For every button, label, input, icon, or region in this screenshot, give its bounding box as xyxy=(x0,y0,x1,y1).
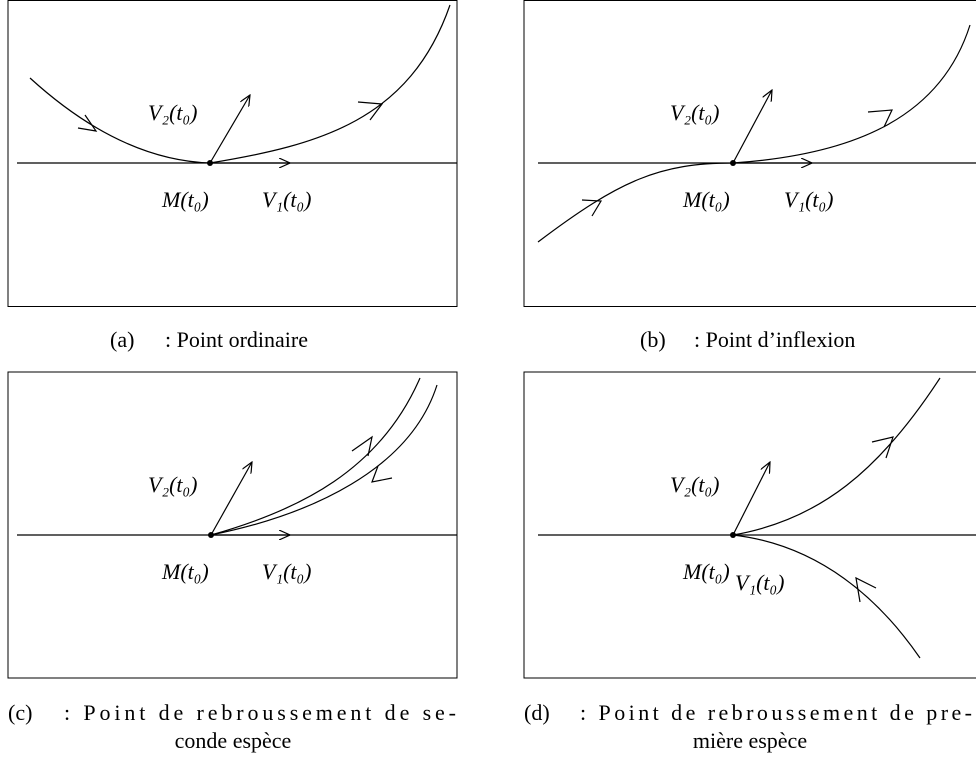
m-label: M(t₀) xyxy=(161,187,209,212)
caption: mière espèce xyxy=(693,728,807,753)
m-label: M(t₀) xyxy=(161,559,209,584)
panel-a: V₂(t₀) M(t₀) V₁(t₀) (a) : Point ordinair… xyxy=(7,0,458,352)
curve-arrow xyxy=(77,114,98,132)
point xyxy=(208,532,214,538)
panel-d: V₂(t₀) M(t₀) V₁(t₀) (d) : Point de rebro… xyxy=(523,371,976,753)
v2-label: V₂(t₀) xyxy=(148,472,198,497)
point xyxy=(207,160,213,166)
point xyxy=(730,532,736,538)
curve xyxy=(537,24,971,243)
m-label: M(t₀) xyxy=(682,559,730,584)
curve-branch xyxy=(210,377,421,536)
panel-c: V₂(t₀) M(t₀) V₁(t₀) (c) : Point de rebro… xyxy=(7,371,458,753)
v2-label: V₂(t₀) xyxy=(670,472,720,497)
curve xyxy=(29,4,451,164)
curve-branch xyxy=(210,384,438,536)
v2-label: V₂(t₀) xyxy=(148,100,198,125)
v2-label: V₂(t₀) xyxy=(670,100,720,125)
v1-label: V₁(t₀) xyxy=(735,570,785,595)
curve-arrow xyxy=(871,436,894,459)
v2-arrow xyxy=(209,95,250,164)
v1-label: V₁(t₀) xyxy=(262,187,312,212)
point xyxy=(730,160,736,166)
curve-branch xyxy=(732,377,941,536)
caption: : Point de rebroussement de se- xyxy=(64,700,456,725)
v2-arrow xyxy=(732,90,772,164)
frame xyxy=(7,0,458,307)
caption: : Point d’inflexion xyxy=(694,327,855,352)
panel-b: V₂(t₀) M(t₀) V₁(t₀) (b) : Point d’inflex… xyxy=(523,0,976,352)
curve-arrow xyxy=(855,576,877,603)
frame xyxy=(523,0,976,307)
curve-arrow xyxy=(351,435,373,457)
m-label: M(t₀) xyxy=(682,187,730,212)
frame xyxy=(523,371,976,679)
v2-arrow xyxy=(210,462,252,536)
v1-label: V₁(t₀) xyxy=(784,187,834,212)
caption-tag: (b) xyxy=(640,327,666,352)
v1-label: V₁(t₀) xyxy=(262,559,312,584)
curve-arrow xyxy=(867,109,893,128)
caption-tag: (c) xyxy=(8,700,32,725)
curve-arrow xyxy=(357,101,384,121)
caption: conde espèce xyxy=(175,728,292,753)
caption-tag: (d) xyxy=(524,700,550,725)
curve-branch xyxy=(732,534,921,659)
curve-arrow xyxy=(371,465,393,483)
caption: : Point de rebroussement de pre- xyxy=(580,700,972,725)
curve-arrow xyxy=(581,199,603,217)
caption-tag: (a) xyxy=(110,327,134,352)
caption: : Point ordinaire xyxy=(165,327,308,352)
v2-arrow xyxy=(732,462,770,536)
frame xyxy=(7,371,458,679)
